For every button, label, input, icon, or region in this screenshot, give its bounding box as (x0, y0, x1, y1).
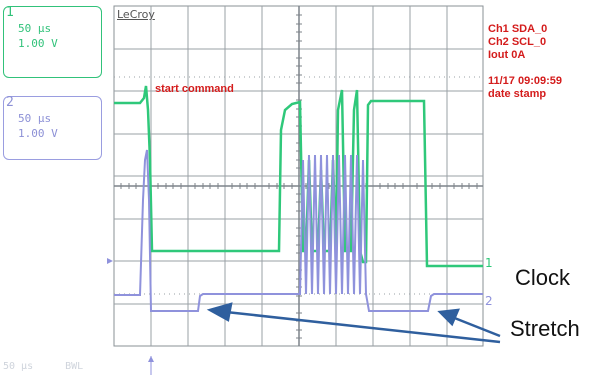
channel-1-volts: 1.00 V (18, 37, 58, 50)
channel-1-number: 1 (6, 5, 14, 20)
channel-1-timebase: 50 µs (18, 22, 52, 35)
ch2-scl-trace (114, 149, 483, 312)
info-line-5: date stamp (488, 88, 547, 100)
channel-2-timebase: 50 µs (18, 112, 52, 125)
channel-2-number: 2 (6, 95, 14, 110)
channel-info-panel: Ch1 SDA_0 Ch2 SCL_0 Iout 0A 11/17 09:09:… (488, 23, 562, 101)
status-bwl: BWL (65, 361, 84, 372)
stretch-annotation: Stretch (510, 316, 580, 341)
start-command-label: start command (155, 83, 234, 95)
clock-annotation: Clock (515, 265, 571, 290)
trigger-level-marker (107, 258, 113, 264)
scope-axes (114, 6, 483, 346)
info-line-3: Iout 0A (488, 49, 526, 61)
info-line-2: Ch2 SCL_0 (488, 36, 547, 48)
scope-brand-label: LeCroy (117, 8, 155, 21)
ch1-trace-marker: 1 (485, 256, 493, 270)
channel-1-info[interactable]: 1 50 µs 1.00 V (3, 5, 102, 78)
channel-2-info[interactable]: 2 50 µs 1.00 V (3, 95, 102, 160)
info-line-4: 11/17 09:09:59 (488, 75, 563, 87)
info-line-1: Ch1 SDA_0 (488, 23, 548, 35)
status-timebase: 50 µs (3, 361, 34, 372)
channel-2-volts: 1.00 V (18, 127, 58, 140)
clock-stretch-arrows (206, 302, 501, 344)
status-bar: 50 µs BWL (3, 361, 109, 372)
ch2-trace-marker: 2 (485, 294, 493, 308)
